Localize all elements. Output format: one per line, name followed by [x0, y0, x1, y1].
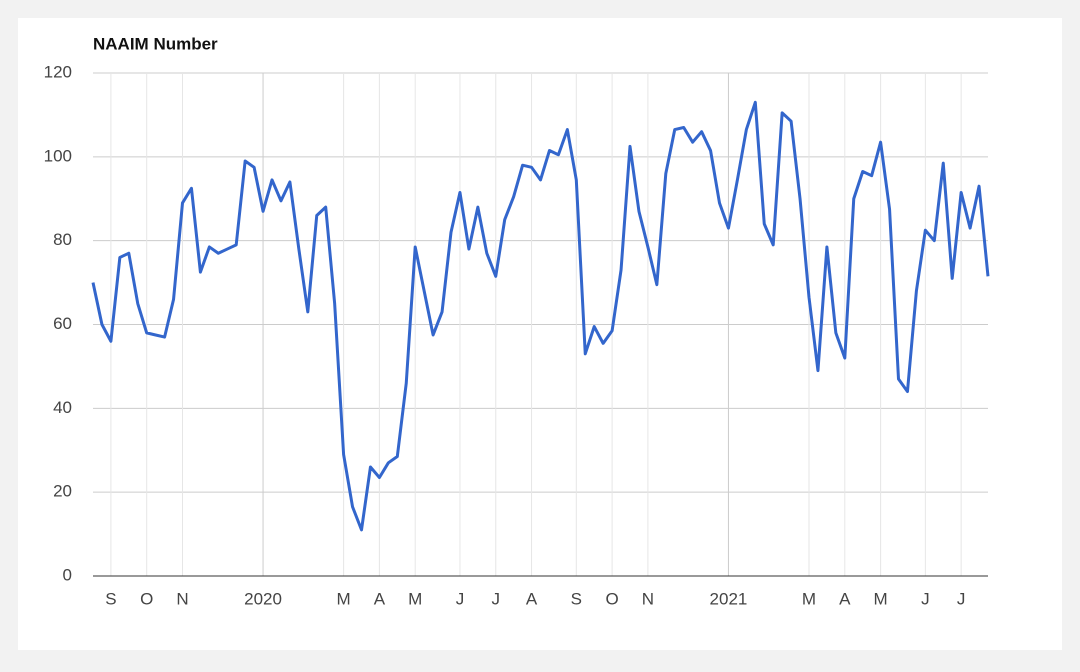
x-tick-label: M	[408, 589, 422, 608]
x-tick-label: M	[874, 589, 888, 608]
x-tick-label: A	[526, 589, 538, 608]
y-tick-label: 120	[44, 62, 72, 81]
y-tick-label: 80	[53, 230, 72, 249]
x-tick-label: N	[176, 589, 188, 608]
x-tick-label: N	[642, 589, 654, 608]
y-tick-label: 60	[53, 314, 72, 333]
chart-title: NAAIM Number	[93, 34, 218, 53]
x-tick-label: A	[374, 589, 386, 608]
x-tick-label: 2020	[244, 589, 282, 608]
x-tick-label: J	[921, 589, 930, 608]
y-tick-label: 40	[53, 398, 72, 417]
data-line	[91, 100, 990, 532]
x-tick-label: S	[571, 589, 582, 608]
y-tick-label: 100	[44, 146, 72, 165]
x-tick-label: O	[140, 589, 153, 608]
y-tick-label: 0	[63, 565, 72, 584]
x-tick-label: A	[839, 589, 851, 608]
x-tick-label: M	[802, 589, 816, 608]
x-tick-label: O	[605, 589, 618, 608]
x-tick-label: J	[957, 589, 966, 608]
card	[18, 18, 1062, 650]
x-tick-label: J	[492, 589, 501, 608]
x-tick-label: M	[337, 589, 351, 608]
y-tick-label: 20	[53, 482, 72, 501]
x-tick-label: 2021	[710, 589, 748, 608]
x-tick-label: S	[105, 589, 116, 608]
x-tick-label: J	[456, 589, 465, 608]
